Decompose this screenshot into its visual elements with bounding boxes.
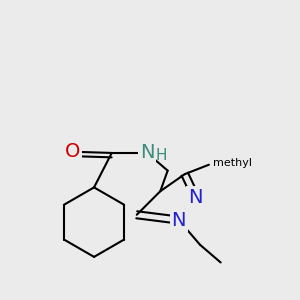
Text: N: N (172, 211, 186, 230)
Text: O: O (65, 142, 80, 161)
Text: H: H (156, 148, 167, 164)
Text: methyl: methyl (213, 158, 252, 168)
Text: N: N (140, 143, 154, 162)
Text: N: N (188, 188, 203, 207)
